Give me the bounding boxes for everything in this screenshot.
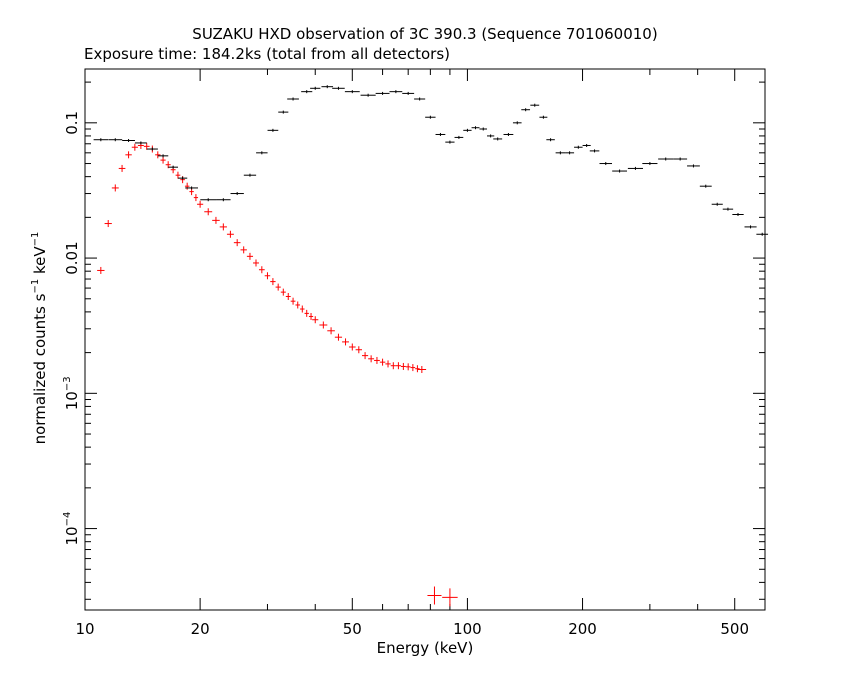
plot-frame [84,68,766,611]
y-axis-label-mid: keV [31,246,49,279]
y-axis-label-main: normalized counts s [31,293,49,444]
y-axis-ticks: 10−4 10−3 0.01 0.1 [62,81,765,600]
data-series [93,85,769,607]
y-tick-label: 10−4 [62,512,81,546]
chart-title: SUZAKU HXD observation of 3C 390.3 (Sequ… [192,25,657,43]
series-1 [93,85,769,236]
y-tick-label: 10−3 [62,376,81,410]
y-tick-label: 0.1 [63,111,81,135]
x-tick-label: 500 [720,620,749,638]
y-axis-label: normalized counts s−1 keV−1 [30,232,49,445]
y-axis-label-exp1: −1 [30,279,41,294]
x-axis-label: Energy (keV) [377,639,474,657]
x-axis-ticks: 10 20 50 100 200 500 [75,69,766,638]
series-0 [97,141,458,607]
x-tick-label: 10 [75,620,94,638]
y-tick-label: 0.01 [63,241,81,274]
x-tick-label: 100 [453,620,482,638]
x-tick-label: 20 [191,620,210,638]
y-axis-label-exp2: −1 [30,232,41,247]
x-tick-label: 50 [343,620,362,638]
chart-subtitle: Exposure time: 184.2ks (total from all d… [84,45,450,63]
x-tick-label: 200 [568,620,597,638]
